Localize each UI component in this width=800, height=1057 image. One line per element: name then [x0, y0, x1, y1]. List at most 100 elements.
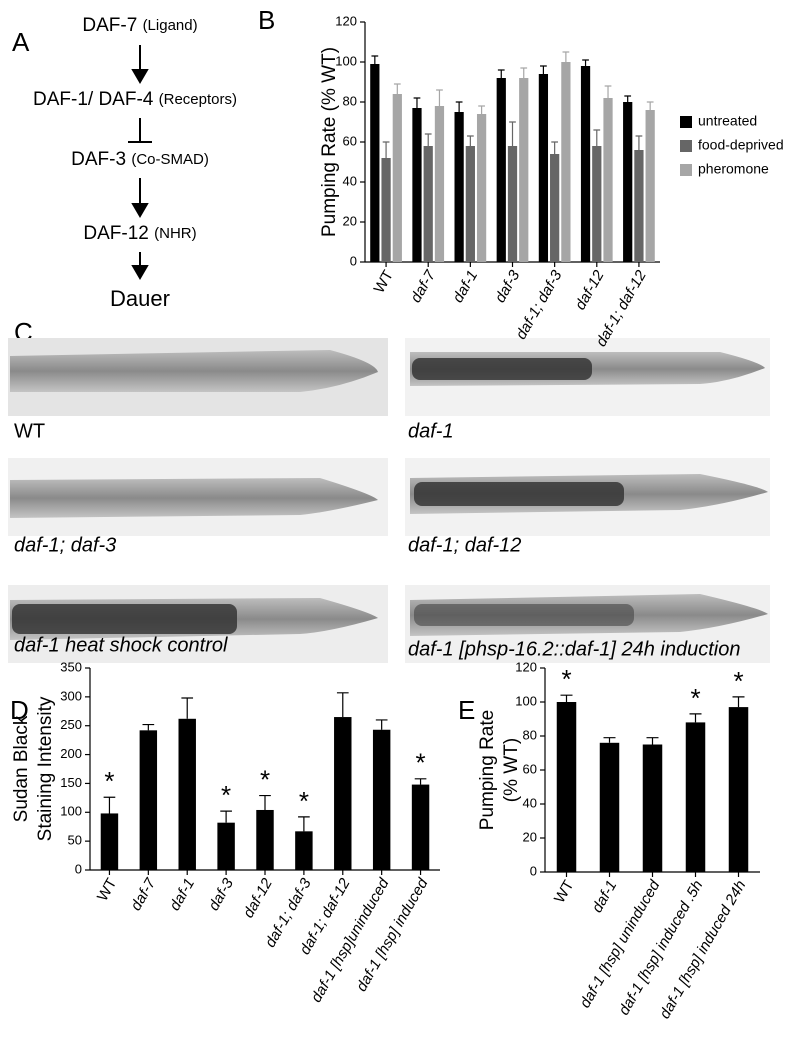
y-axis-title: (% WT): [501, 738, 522, 802]
panel-label: B: [258, 5, 275, 35]
error-bar: [603, 737, 616, 743]
micrograph-caption: daf-1 [phsp-16.2::daf-1] 24h induction: [408, 638, 740, 660]
error-bar: [413, 97, 421, 108]
error-bar: [593, 129, 601, 146]
y-tick-label: 40: [523, 795, 537, 810]
error-bar: [455, 101, 463, 112]
bar: [561, 62, 571, 262]
x-tick-label: WT: [551, 877, 577, 906]
x-tick-label: daf-1: [166, 875, 198, 913]
bar: [454, 112, 464, 262]
error-bar: [424, 133, 432, 146]
micrograph-caption: WT: [14, 420, 45, 442]
error-bar: [414, 778, 427, 785]
pathway-arrows: [128, 45, 152, 280]
bar: [642, 744, 663, 872]
error-bar: [497, 69, 505, 78]
bar: [580, 66, 591, 262]
x-tick-label: daf-1 [hsp] induced: [353, 875, 432, 995]
y-tick-label: 350: [60, 659, 82, 674]
bar: [623, 102, 633, 262]
bar: [100, 813, 119, 870]
bar: [538, 74, 549, 262]
x-tick-label: daf-7: [407, 267, 439, 306]
error-bar: [478, 105, 485, 114]
error-bar: [624, 95, 632, 102]
error-bar: [646, 101, 654, 110]
panel-label: E: [458, 695, 475, 725]
x-tick-label: daf-1 [hsp] induced .5h: [615, 877, 706, 1018]
bar: [372, 729, 391, 870]
bar: [295, 831, 313, 870]
node-name: DAF-3: [71, 149, 126, 170]
bar: [178, 718, 196, 870]
y-tick-label: 250: [60, 717, 82, 732]
legend-label: untreated: [698, 113, 757, 129]
bar: [392, 94, 402, 262]
micrograph-images: [8, 338, 770, 663]
y-tick-label: 50: [68, 833, 82, 848]
bar: [556, 702, 577, 872]
legend-swatch: [680, 140, 692, 152]
pathway-node: DAF-7 (Ligand): [82, 15, 197, 36]
x-tick-label: daf-1 [hsp] uninduced: [577, 877, 664, 1011]
error-bar: [635, 135, 643, 150]
bar: [550, 154, 560, 262]
significance-marker: *: [690, 683, 700, 713]
legend-label: food-deprived: [698, 137, 784, 153]
y-tick-label: 0: [75, 861, 82, 876]
y-axis-title: Pumping Rate (% WT): [319, 47, 340, 237]
y-tick-label: 80: [343, 93, 357, 108]
error-bar: [520, 67, 528, 78]
micrograph-caption: daf-1 heat shock control: [14, 634, 228, 656]
node-note: (Co-SMAD): [131, 151, 209, 168]
error-bar: [604, 85, 612, 98]
error-bar: [259, 794, 271, 810]
y-axis-title: Staining Intensity: [35, 696, 56, 841]
bar: [370, 64, 380, 262]
y-tick-label: 150: [60, 775, 82, 790]
bar: [434, 106, 445, 262]
x-tick-label: daf-12: [572, 267, 608, 313]
y-tick-label: 60: [523, 761, 537, 776]
node-name: DAF-1/ DAF-4: [33, 89, 154, 110]
x-tick-label: daf-1 [hsp] induced 24h: [656, 877, 749, 1021]
x-tick-label: daf-12: [240, 875, 276, 921]
node-name: DAF-7: [82, 15, 137, 36]
error-bar: [560, 694, 573, 702]
bar: [519, 78, 529, 262]
error-bar: [551, 141, 559, 154]
bar: [603, 98, 613, 262]
pathway-node: DAF-12 (NHR): [83, 223, 196, 244]
bar: [592, 146, 602, 262]
bar: [728, 707, 749, 872]
micrograph-caption: daf-1; daf-3: [14, 534, 116, 556]
bar: [476, 114, 487, 262]
error-bar: [382, 141, 390, 158]
bar: [465, 146, 475, 262]
micrograph-caption: daf-1; daf-12: [408, 534, 521, 556]
node-note: (NHR): [154, 225, 197, 242]
error-bar: [646, 737, 659, 745]
y-tick-label: 0: [530, 863, 537, 878]
significance-marker: *: [299, 786, 309, 816]
error-bar: [732, 696, 745, 708]
y-tick-label: 60: [343, 133, 357, 148]
error-bar: [371, 55, 379, 64]
error-bar: [393, 83, 401, 94]
error-bar: [582, 59, 589, 66]
panel-label: A: [12, 27, 30, 57]
legend-swatch: [680, 116, 692, 128]
pathway-node: DAF-1/ DAF-4 (Receptors): [33, 89, 237, 110]
y-tick-label: 200: [60, 746, 82, 761]
error-bar: [689, 713, 702, 723]
y-tick-label: 20: [343, 213, 357, 228]
micrograph-caption: daf-1: [408, 420, 454, 442]
bar: [507, 146, 518, 262]
y-tick-label: 20: [523, 829, 537, 844]
x-tick-label: WT: [371, 267, 397, 296]
y-tick-label: 100: [515, 693, 537, 708]
significance-marker: *: [733, 666, 743, 696]
bar: [634, 150, 644, 262]
y-tick-label: 120: [335, 13, 357, 28]
